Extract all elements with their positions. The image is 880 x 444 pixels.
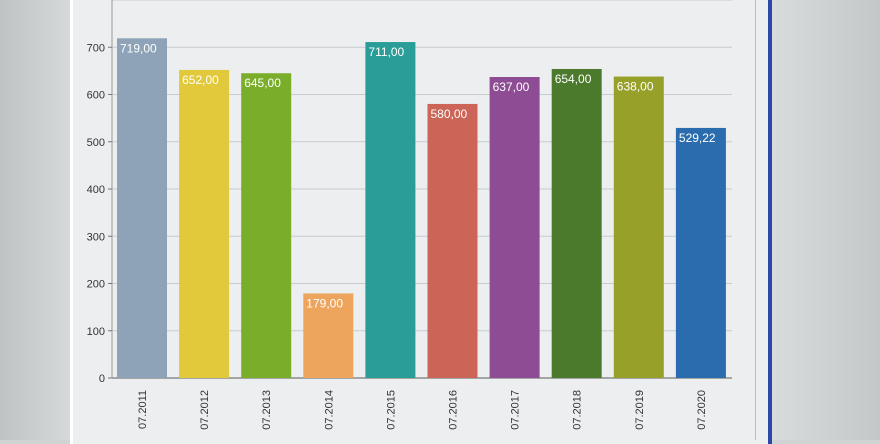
- y-tick-label: 700: [87, 42, 105, 54]
- data-label: 652,00: [182, 73, 219, 87]
- bar: [179, 69, 230, 379]
- bars: [117, 38, 726, 379]
- bar: [241, 73, 292, 379]
- bar: [427, 103, 478, 378]
- data-label: 638,00: [617, 80, 654, 94]
- x-tick-label: 07.2013: [261, 390, 273, 430]
- x-tick-label: 07.2011: [137, 390, 149, 429]
- x-tick-label: 07.2015: [385, 390, 397, 430]
- y-tick-label: 600: [87, 90, 105, 102]
- data-label: 719,00: [120, 41, 157, 55]
- monitor-bezel-left: [0, 0, 70, 440]
- bar: [675, 127, 726, 379]
- data-label: 179,00: [306, 296, 343, 310]
- bar: [303, 293, 354, 378]
- y-tick-label: 0: [99, 373, 105, 385]
- y-axis: 0 100 200 300 400 500 600 700: [87, 0, 113, 385]
- x-tick-label: 07.2019: [634, 390, 646, 430]
- y-tick-label: 200: [87, 279, 105, 291]
- x-tick-label: 07.2020: [696, 390, 708, 430]
- x-axis: 07.2011 07.2012 07.2013 07.2014 07.2015 07.20…: [137, 390, 708, 430]
- bar: [365, 42, 416, 379]
- bar: [489, 77, 540, 378]
- y-tick-label: 400: [87, 184, 105, 196]
- x-tick-label: 07.2014: [323, 390, 335, 430]
- chart-frame: [76, 0, 756, 440]
- bar: [117, 38, 167, 379]
- data-label: 529,22: [679, 131, 716, 145]
- monitor-bezel-right: [770, 0, 880, 440]
- y-tick-label: 300: [87, 231, 105, 243]
- data-labels: 719,00 652,00 645,00 179,00 711,00 580,00 637,…: [120, 41, 716, 310]
- bar: [551, 68, 602, 379]
- y-tick-label: 100: [87, 326, 105, 338]
- data-label: 654,00: [555, 72, 592, 86]
- x-tick-label: 07.2012: [199, 390, 211, 430]
- data-label: 637,00: [493, 80, 530, 94]
- data-label: 645,00: [244, 76, 281, 90]
- bar: [613, 76, 664, 379]
- x-tick-label: 07.2018: [572, 390, 584, 430]
- data-label: 580,00: [431, 107, 468, 121]
- x-tick-label: 07.2017: [510, 390, 522, 430]
- x-tick-label: 07.2016: [448, 390, 460, 430]
- y-tick-label: 500: [87, 137, 105, 149]
- data-label: 711,00: [368, 45, 404, 59]
